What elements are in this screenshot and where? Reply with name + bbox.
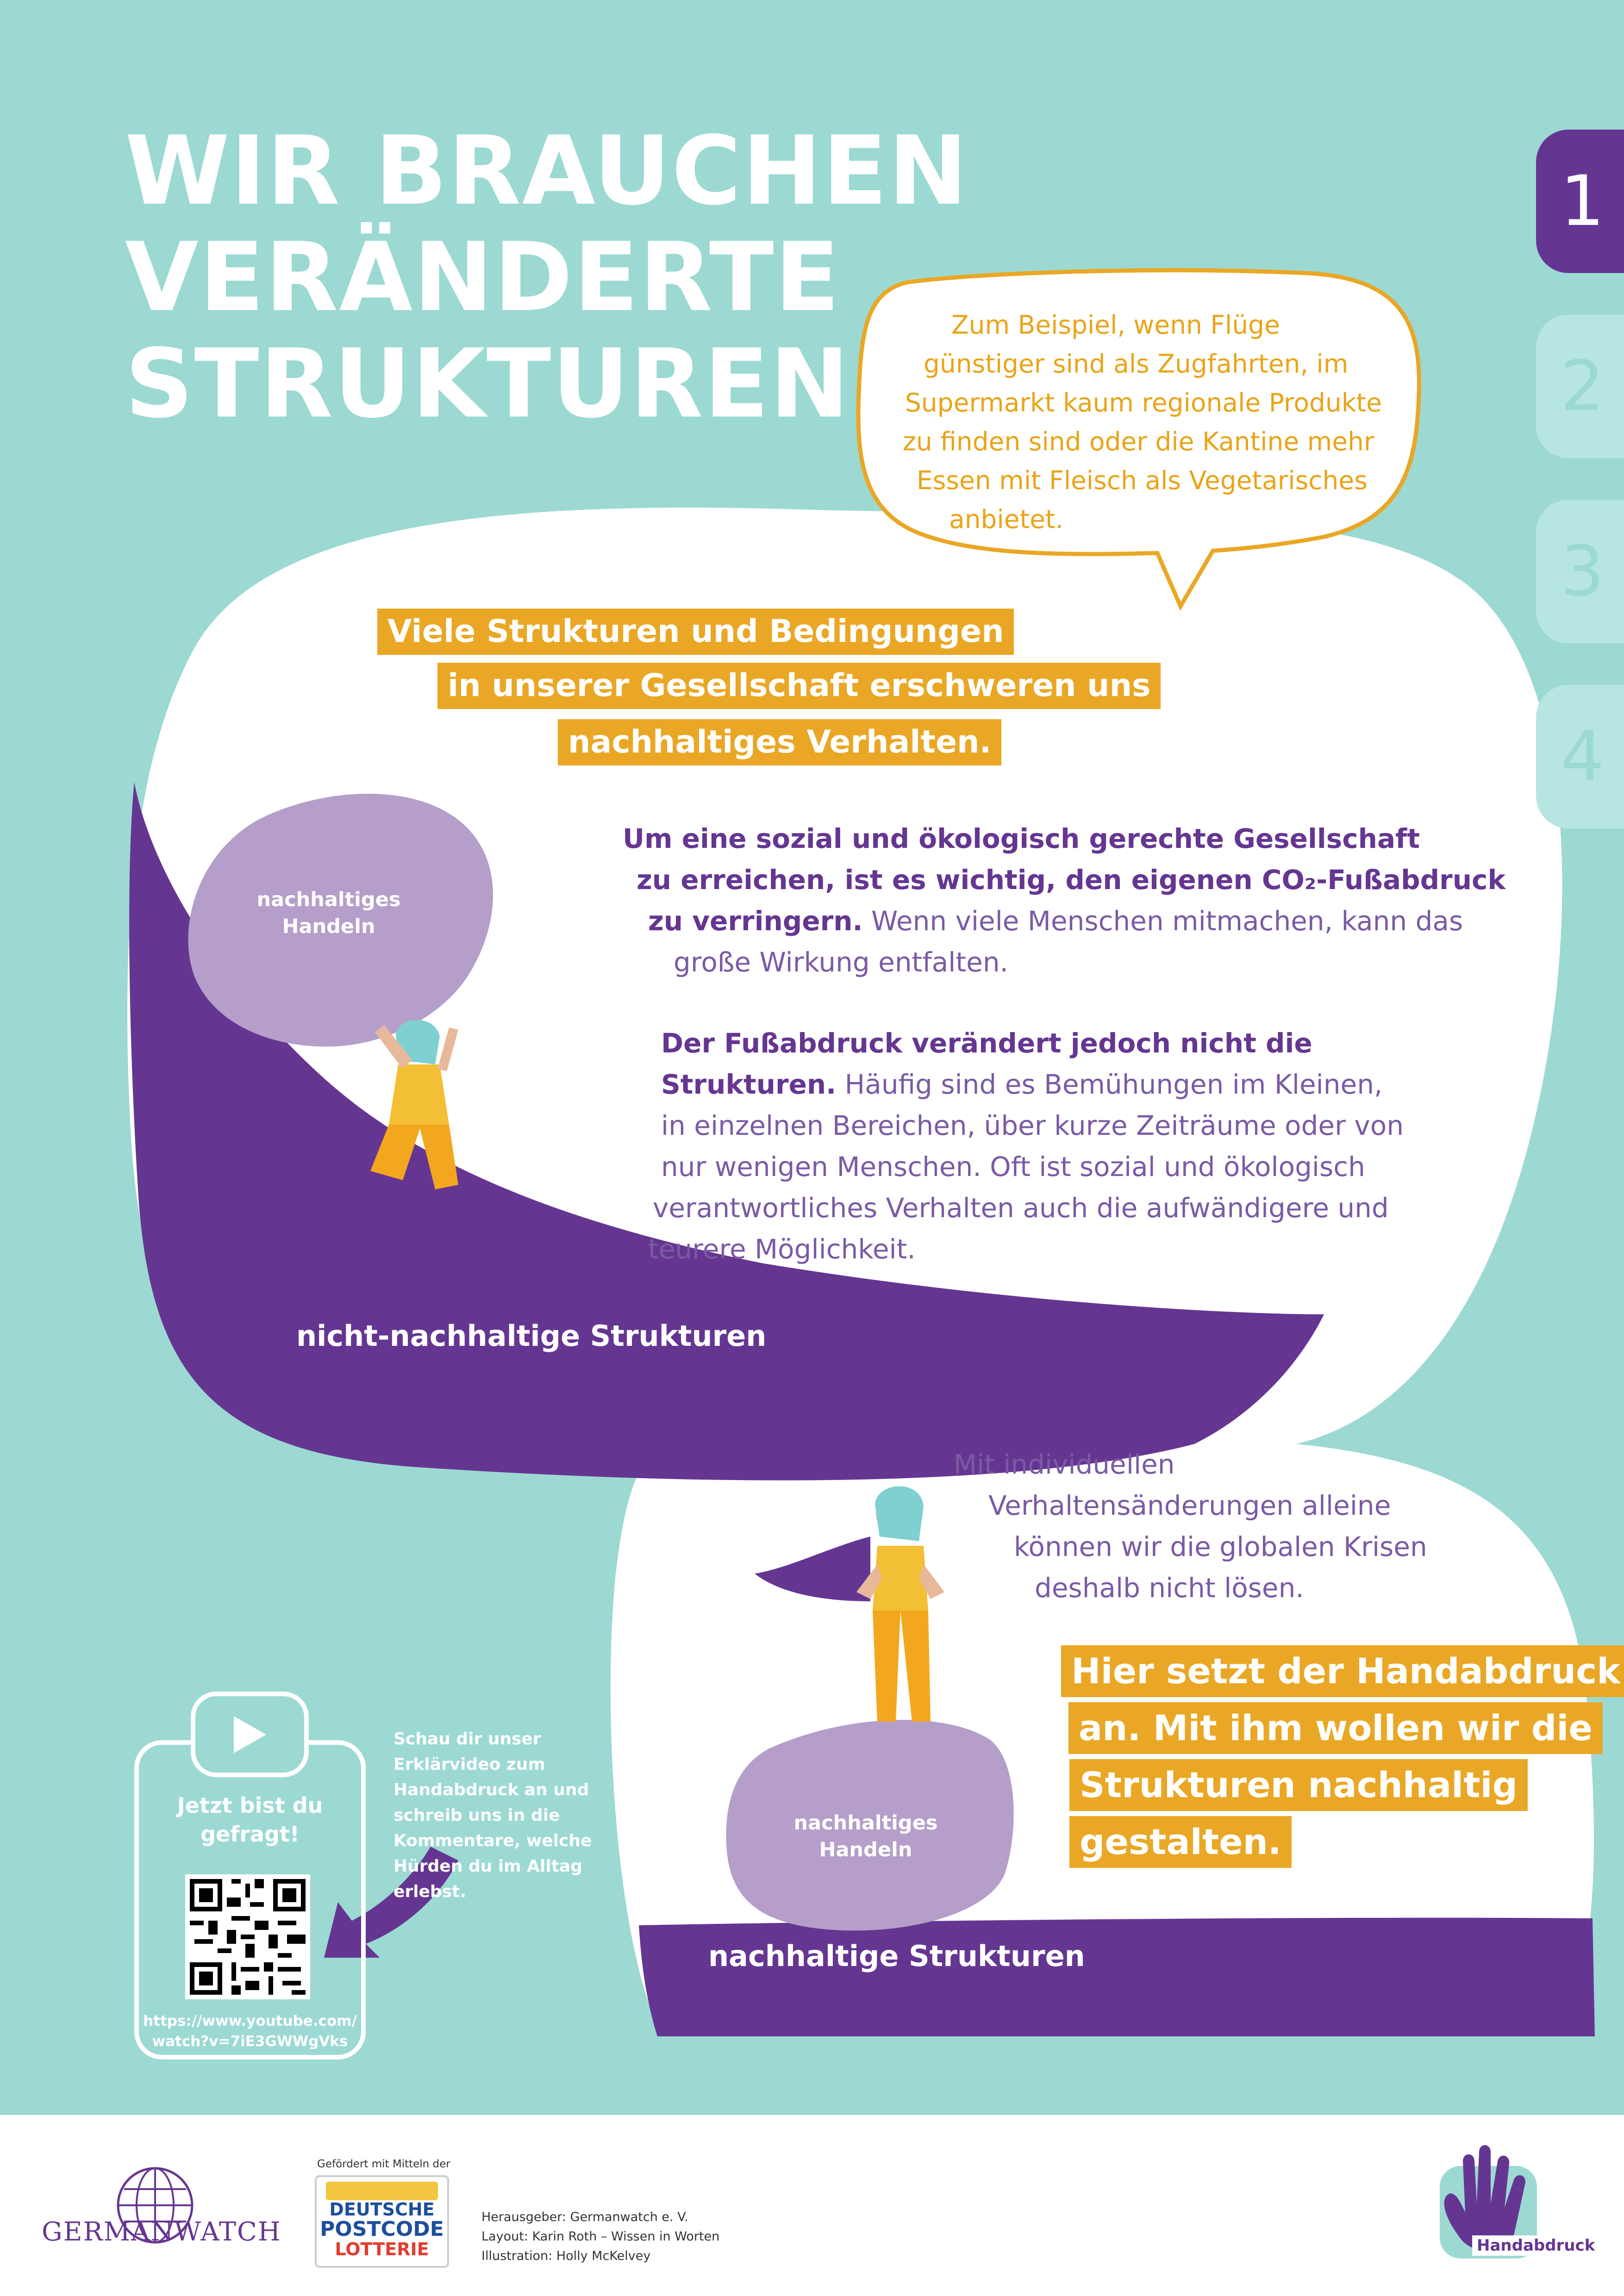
superhero-person-illustration <box>755 1486 944 1722</box>
publisher-text: Herausgeber: Germanwatch e. V. <box>481 2210 688 2224</box>
video-cta-text: Jetzt bist du gefragt! <box>177 1793 323 1847</box>
paragraph2-line-2: Strukturen. Häufig sind es Bemühungen im… <box>661 1069 1383 1100</box>
label-non-sustainable-structures: nicht-nachhaltige Strukturen <box>296 1319 767 1353</box>
bubble-text-line-1: Zum Beispiel, wenn Flüge <box>951 310 1280 340</box>
tab-3[interactable]: 3 <box>1536 500 1624 643</box>
paragraph1-line-2: zu erreichen, ist es wichtig, den eigene… <box>637 864 1506 896</box>
highlight-bottom-line-2: an. Mit ihm wollen wir die <box>1068 1702 1603 1754</box>
page-title-line-3: STRUKTUREN <box>125 329 850 439</box>
bubble-text-line-4: zu finden sind oder die Kantine mehr <box>903 427 1374 456</box>
tab-1[interactable]: 1 <box>1536 130 1624 273</box>
highlight-bottom-line-1: Hier setzt der Handabdruck <box>1061 1645 1624 1697</box>
paragraph1-line-1: Um eine sozial und ökologisch gerechte G… <box>623 823 1420 854</box>
tab-4-label: 4 <box>1560 716 1605 797</box>
germanwatch-logo-text: GERMANWATCH <box>42 2217 281 2247</box>
background-shapes <box>127 268 1595 2036</box>
stone-top-label: nachhaltiges Handeln <box>256 888 401 938</box>
bubble-text-line-3: Supermarkt kaum regionale Produkte <box>905 388 1382 417</box>
bubble-text-line-2: günstiger sind als Zugfahrten, im <box>924 349 1349 379</box>
paragraph2-line-4: nur wenigen Menschen. Oft ist sozial und… <box>661 1151 1365 1182</box>
highlight-top-line-3: nachhaltiges Verhalten. <box>558 719 1002 765</box>
layout-credit-text: Layout: Karin Roth – Wissen in Worten <box>481 2229 720 2244</box>
tab-2[interactable]: 2 <box>1536 315 1624 458</box>
stone-bottom <box>726 1720 1014 1931</box>
paragraph2-line-1: Der Fußabdruck verändert jedoch nicht di… <box>661 1027 1312 1059</box>
qr-code[interactable] <box>185 1874 310 1999</box>
bubble-text-line-6: anbietet. <box>949 504 1064 534</box>
paragraph3-line-3: können wir die globalen Krisen <box>1014 1531 1427 1562</box>
handabdruck-logo-text: Handabdruck <box>1472 2235 1600 2256</box>
play-triangle-icon <box>233 1716 266 1753</box>
video-url[interactable]: https://www.youtube.com/watch?v=7iE3GWWg… <box>143 2013 357 2050</box>
footer: GERMANWATCH Gefördert mit Mitteln der DE… <box>0 2115 1624 2296</box>
tab-4[interactable]: 4 <box>1536 685 1624 828</box>
label-sustainable-structures: nachhaltige Strukturen <box>708 1939 1085 1973</box>
play-button-icon[interactable] <box>191 1692 309 1777</box>
highlight-top-line-2: in unserer Gesellschaft erschweren uns <box>437 663 1161 709</box>
paragraph2-line-3: in einzelnen Bereichen, über kurze Zeitr… <box>661 1110 1404 1141</box>
paragraph3-line-2: Verhaltensänderungen alleine <box>988 1490 1391 1521</box>
person-pushing-illustration <box>370 1020 458 1189</box>
stone-top <box>188 794 493 1047</box>
germanwatch-globe-icon <box>117 2167 194 2244</box>
video-side-text: Schau dir unser Erklärvideo zum Handabdr… <box>394 1730 592 1901</box>
paragraph1-line-3: zu verringern. Wenn viele Menschen mitma… <box>648 905 1463 937</box>
illustration-credit-text: Illustration: Holly McKelvey <box>481 2249 651 2263</box>
page-title-line-1: WIR BRAUCHEN <box>125 116 969 226</box>
stone-bottom-label: nachhaltiges Handeln <box>793 1811 938 1861</box>
paragraph3-line-1: Mit individuellen <box>954 1449 1175 1480</box>
paragraph2-line-6: teurere Möglichkeit. <box>648 1233 916 1265</box>
speech-bubble <box>856 268 1421 611</box>
tab-1-label: 1 <box>1560 161 1605 242</box>
tab-2-label: 2 <box>1560 346 1605 427</box>
highlight-bottom-line-3: Strukturen nachhaltig <box>1069 1759 1528 1811</box>
arrow-to-qr <box>324 1847 458 1958</box>
purple-flat-band <box>639 1917 1595 2036</box>
funded-by-text: Gefördert mit Mitteln der <box>317 2158 450 2170</box>
page-title-line-2: VERÄNDERTE <box>125 223 841 333</box>
paragraph3-line-4: deshalb nicht lösen. <box>1035 1572 1304 1604</box>
highlight-bottom-line-4: gestalten. <box>1069 1816 1292 1868</box>
bubble-text-line-5: Essen mit Fleisch als Vegetarisches <box>917 466 1368 495</box>
highlight-top-line-1: Viele Strukturen und Bedingungen <box>377 609 1014 655</box>
lottery-ribbon-icon <box>326 2182 438 2200</box>
paragraph2-line-5: verantwortliches Verhalten auch die aufw… <box>653 1192 1389 1224</box>
postcode-lotterie-logo: DEUTSCHE POSTCODE LOTTERIE <box>315 2175 449 2268</box>
purple-downhill-band <box>129 782 1324 1481</box>
tab-3-label: 3 <box>1560 531 1605 612</box>
paragraph1-line-4: große Wirkung entfalten. <box>674 946 1009 978</box>
